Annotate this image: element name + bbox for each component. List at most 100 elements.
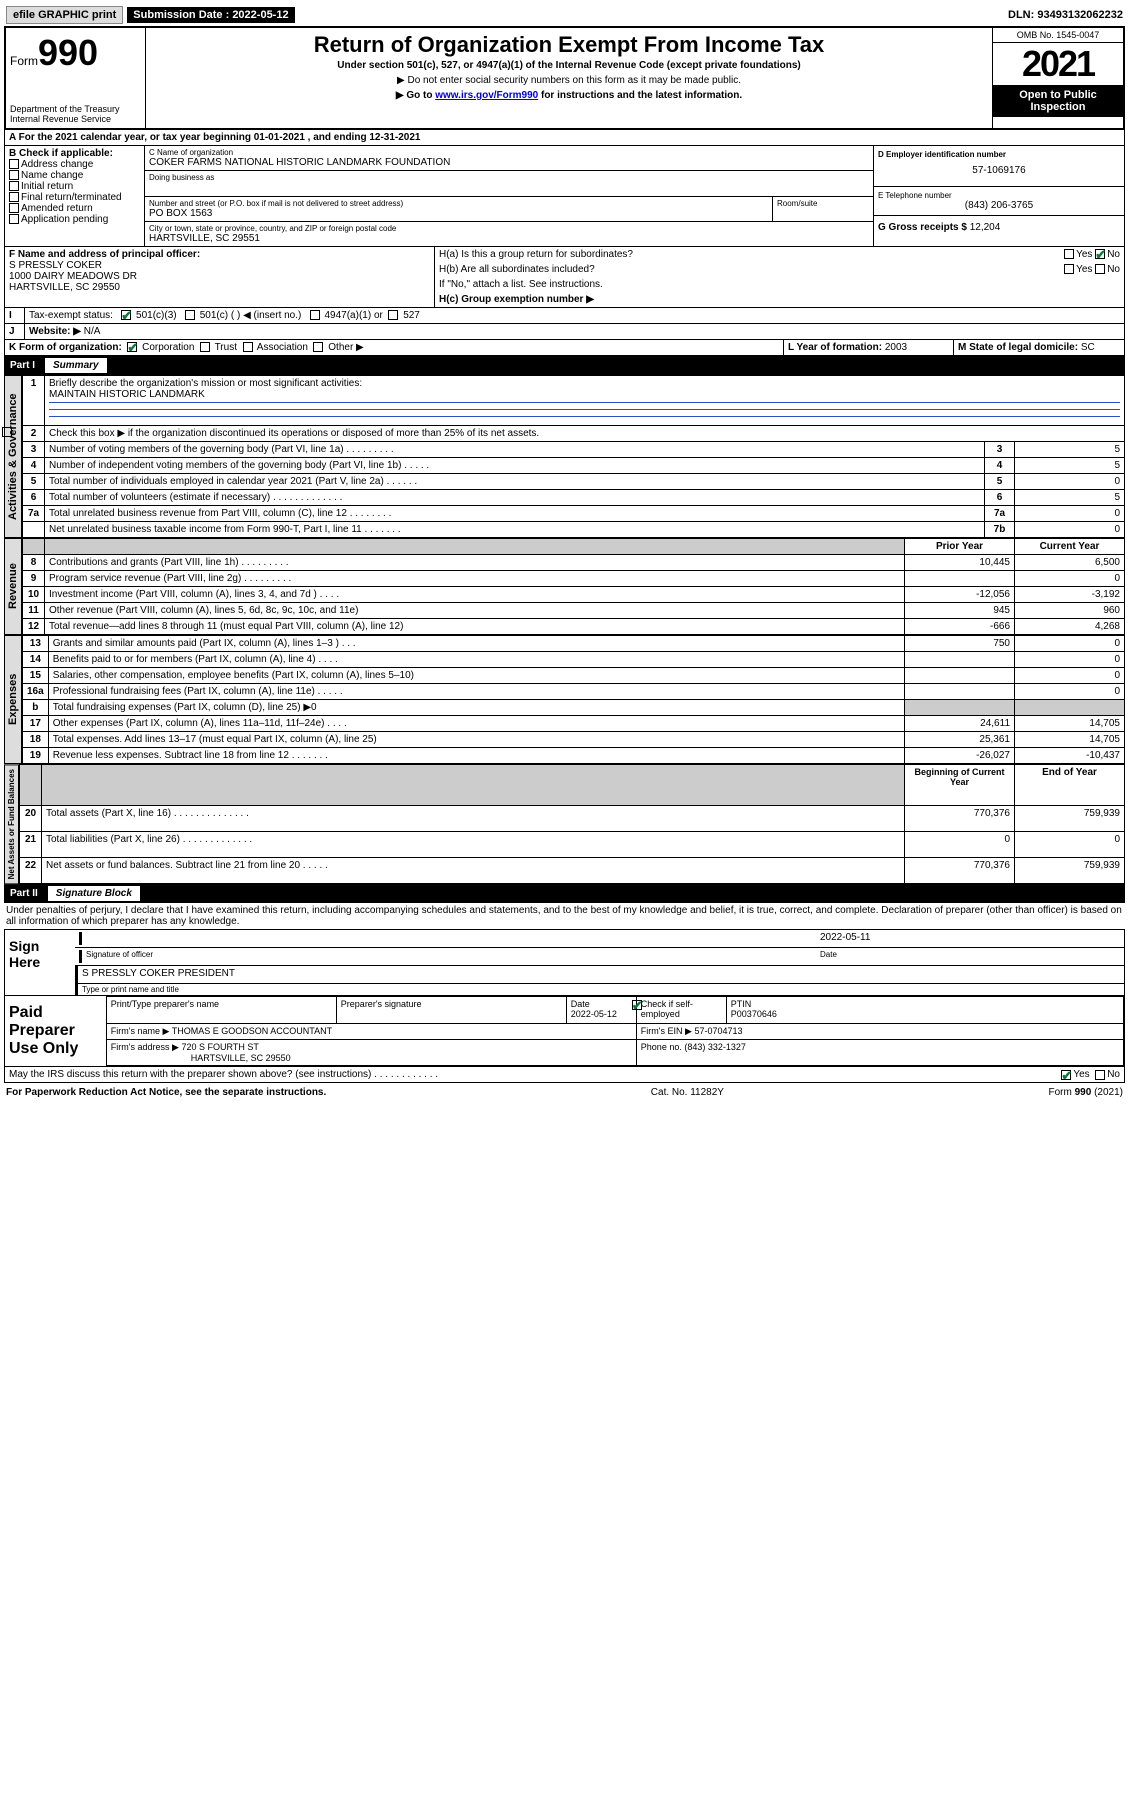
part-i-header: Part I Summary xyxy=(4,356,1125,375)
sig-officer-label: Signature of officer xyxy=(79,950,820,963)
tax-year: 2021 xyxy=(993,43,1123,85)
ha-label: H(a) Is this a group return for subordin… xyxy=(439,249,1064,260)
sign-date: 2022-05-11 xyxy=(820,932,1120,945)
hb-label: H(b) Are all subordinates included? xyxy=(439,264,1064,275)
dln: DLN: 93493132062232 xyxy=(1008,9,1123,21)
cat-no: Cat. No. 11282Y xyxy=(651,1087,724,1098)
cb-discuss-no[interactable] xyxy=(1095,1070,1105,1080)
year-formation: 2003 xyxy=(885,342,907,353)
cb-name-change[interactable] xyxy=(9,170,19,180)
ssn-note: ▶ Do not enter social security numbers o… xyxy=(150,75,988,86)
cb-discuss-yes[interactable] xyxy=(1061,1070,1071,1080)
form-subtitle: Under section 501(c), 527, or 4947(a)(1)… xyxy=(150,60,988,71)
form-label: Form xyxy=(10,54,38,68)
cb-ha-yes[interactable] xyxy=(1064,249,1074,259)
type-name-label: Type or print name and title xyxy=(75,984,1124,995)
form-header: Form990 Department of the Treasury Inter… xyxy=(4,26,1125,130)
cb-final-return[interactable] xyxy=(9,192,19,202)
firm-ein: 57-0704713 xyxy=(694,1026,742,1036)
q1-answer: MAINTAIN HISTORIC LANDMARK xyxy=(49,389,205,400)
section-fh: F Name and address of principal officer:… xyxy=(4,247,1125,308)
firm-phone: (843) 332-1327 xyxy=(684,1042,746,1052)
street-label: Number and street (or P.O. box if mail i… xyxy=(149,199,768,208)
form-title: Return of Organization Exempt From Incom… xyxy=(150,32,988,58)
officer-addr1: 1000 DAIRY MEADOWS DR xyxy=(9,271,430,282)
irs-link[interactable]: www.irs.gov/Form990 xyxy=(435,90,538,101)
form-number: 990 xyxy=(38,32,98,73)
domicile: SC xyxy=(1081,342,1095,353)
officer-name: S PRESSLY COKER xyxy=(9,260,430,271)
cb-discontinued[interactable] xyxy=(2,427,12,437)
firm-name: THOMAS E GOODSON ACCOUNTANT xyxy=(172,1026,332,1036)
form-ref: Form 990 (2021) xyxy=(1049,1087,1123,1098)
sign-here-block: Sign Here 2022-05-11 Signature of office… xyxy=(4,929,1125,996)
activities-governance-section: Activities & Governance 1 Briefly descri… xyxy=(4,375,1125,538)
cb-assoc[interactable] xyxy=(243,342,253,352)
top-bar: efile GRAPHIC print Submission Date : 20… xyxy=(4,4,1125,26)
discuss-question: May the IRS discuss this return with the… xyxy=(9,1069,1061,1080)
cb-corp[interactable] xyxy=(127,342,137,352)
street: PO BOX 1563 xyxy=(149,208,768,219)
org-name: COKER FARMS NATIONAL HISTORIC LANDMARK F… xyxy=(149,157,869,168)
firm-addr2: HARTSVILLE, SC 29550 xyxy=(191,1053,291,1063)
cb-other[interactable] xyxy=(313,342,323,352)
section-bcdefg: B Check if applicable: Address change Na… xyxy=(4,146,1125,247)
e-label: E Telephone number xyxy=(878,191,1120,200)
cb-4947[interactable] xyxy=(310,310,320,320)
tab-net-assets: Net Assets or Fund Balances xyxy=(4,764,19,884)
firm-addr1: 720 S FOURTH ST xyxy=(181,1042,258,1052)
b-label: B Check if applicable: xyxy=(9,148,140,159)
phone: (843) 206-3765 xyxy=(878,200,1120,211)
hb-note: If "No," attach a list. See instructions… xyxy=(435,277,1124,292)
paid-preparer-block: Paid Preparer Use Only Print/Type prepar… xyxy=(4,996,1125,1067)
m-label: M State of legal domicile: xyxy=(958,342,1078,353)
prep-date: 2022-05-12 xyxy=(571,1009,617,1019)
omb-number: OMB No. 1545-0047 xyxy=(993,28,1123,43)
expenses-section: Expenses 13Grants and similar amounts pa… xyxy=(4,635,1125,764)
net-assets-section: Net Assets or Fund Balances Beginning of… xyxy=(4,764,1125,884)
q1: Briefly describe the organization's miss… xyxy=(49,378,362,389)
page-footer: For Paperwork Reduction Act Notice, see … xyxy=(4,1083,1125,1102)
cb-hb-yes[interactable] xyxy=(1064,264,1074,274)
l-label: L Year of formation: xyxy=(788,342,882,353)
room-label: Room/suite xyxy=(773,197,873,221)
cb-527[interactable] xyxy=(388,310,398,320)
hc-label: H(c) Group exemption number ▶ xyxy=(435,292,1124,307)
gross-receipts: 12,204 xyxy=(970,222,1001,233)
i-label: Tax-exempt status: xyxy=(29,310,113,321)
ein: 57-1069176 xyxy=(878,159,1120,182)
cb-ha-no[interactable] xyxy=(1095,249,1105,259)
sig-date-label: Date xyxy=(820,950,1120,963)
officer-name-title: S PRESSLY COKER PRESIDENT xyxy=(82,968,235,981)
c-name-label: C Name of organization xyxy=(149,148,869,157)
cb-501c3[interactable] xyxy=(121,310,131,320)
declaration: Under penalties of perjury, I declare th… xyxy=(4,903,1125,929)
j-label: Website: ▶ xyxy=(29,326,81,337)
dba-label: Doing business as xyxy=(149,173,869,182)
revenue-section: Revenue Prior YearCurrent Year 8Contribu… xyxy=(4,538,1125,635)
cb-amended-return[interactable] xyxy=(9,203,19,213)
cb-application-pending[interactable] xyxy=(9,214,19,224)
city: HARTSVILLE, SC 29551 xyxy=(149,233,869,244)
goto-post: for instructions and the latest informat… xyxy=(538,90,742,101)
k-label: K Form of organization: xyxy=(9,342,122,353)
website: N/A xyxy=(84,326,101,337)
open-public: Open to Public Inspection xyxy=(993,85,1123,117)
goto-pre: ▶ Go to xyxy=(396,90,435,101)
irs-label: Internal Revenue Service xyxy=(10,114,141,124)
d-label: D Employer identification number xyxy=(878,150,1120,159)
cb-trust[interactable] xyxy=(200,342,210,352)
cb-self-employed[interactable] xyxy=(632,1000,642,1010)
paid-preparer-label: Paid Preparer Use Only xyxy=(5,996,106,1066)
efile-button[interactable]: efile GRAPHIC print xyxy=(6,6,123,24)
city-label: City or town, state or province, country… xyxy=(149,224,869,233)
part-ii-header: Part II Signature Block xyxy=(4,884,1125,903)
cb-501c[interactable] xyxy=(185,310,195,320)
cb-hb-no[interactable] xyxy=(1095,264,1105,274)
cb-address-change[interactable] xyxy=(9,159,19,169)
sign-here-label: Sign Here xyxy=(5,930,75,995)
tab-expenses: Expenses xyxy=(4,635,22,764)
paperwork-notice: For Paperwork Reduction Act Notice, see … xyxy=(6,1087,326,1098)
officer-addr2: HARTSVILLE, SC 29550 xyxy=(9,282,430,293)
cb-initial-return[interactable] xyxy=(9,181,19,191)
